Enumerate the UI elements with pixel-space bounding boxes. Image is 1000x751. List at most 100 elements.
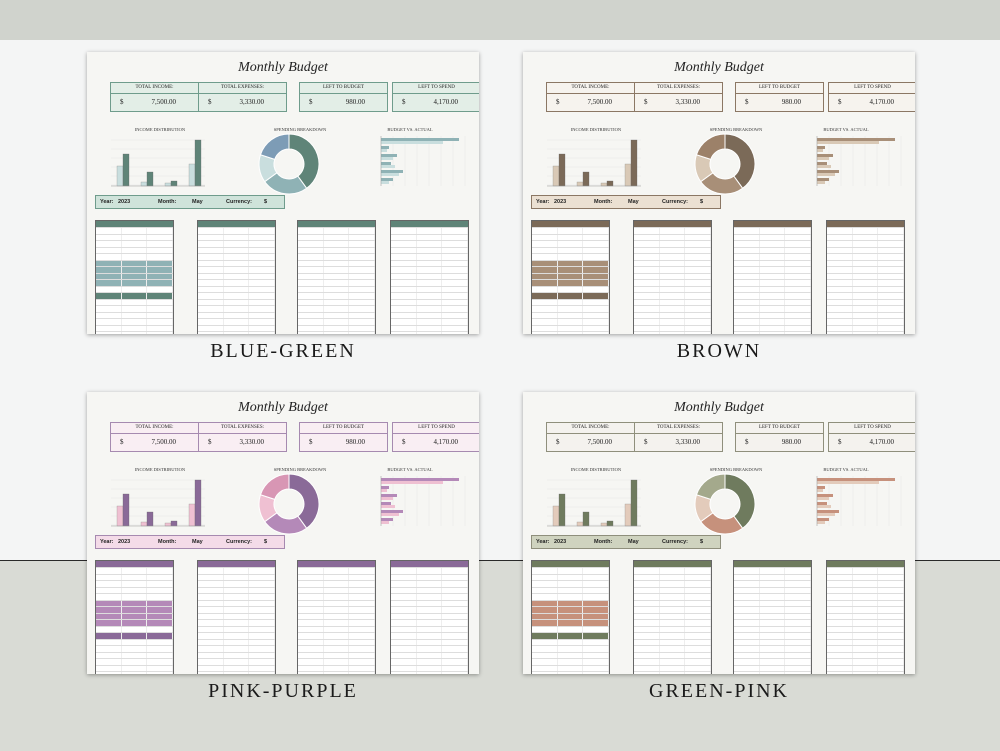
table-row	[827, 332, 905, 334]
income-bar-actual	[630, 479, 638, 527]
kpi-value-row: $4,170.00	[393, 94, 479, 111]
table-row	[734, 581, 812, 588]
table-row	[391, 299, 469, 306]
table-row	[298, 280, 376, 287]
table-row	[734, 646, 812, 653]
bva-bar-budget	[817, 162, 827, 165]
section-title-budget_actual: BUDGET VS. ACTUAL	[387, 127, 433, 132]
table-row	[634, 332, 712, 334]
table-row	[96, 620, 174, 627]
table-row	[734, 626, 812, 633]
kpi-value: 4,170.00	[869, 438, 895, 446]
table-row	[827, 280, 905, 287]
income-bar-budget	[140, 181, 148, 187]
table-row	[198, 659, 276, 666]
bva-bar-actual	[817, 513, 835, 516]
income-bar-budget	[164, 182, 172, 187]
table-row	[391, 613, 469, 620]
table-row	[198, 652, 276, 659]
template-preview-green-pink: Monthly Budget TOTAL INCOME: $7,500.00 TOTA…	[523, 392, 915, 674]
category-table	[826, 560, 905, 674]
section-title-budget_actual: BUDGET VS. ACTUAL	[823, 467, 869, 472]
table-row	[298, 234, 376, 241]
table-row	[391, 600, 469, 607]
table-row	[634, 260, 712, 267]
kpi-value-row: $7,500.00	[111, 434, 198, 451]
table-row	[298, 293, 376, 300]
table-row	[391, 234, 469, 241]
table-row	[634, 312, 712, 319]
table-row	[298, 587, 376, 594]
table-row	[96, 672, 174, 674]
table-row	[532, 672, 610, 674]
table-row	[198, 620, 276, 627]
category-table	[531, 220, 610, 334]
bva-bar-actual	[817, 497, 829, 500]
bva-bar-actual	[817, 521, 825, 524]
income-bar-budget	[624, 163, 632, 187]
table-row	[734, 665, 812, 672]
table-header	[96, 221, 173, 228]
donut-slice	[259, 473, 290, 500]
income-bar-budget	[624, 503, 632, 527]
month-value: May	[628, 539, 639, 545]
income-bar-actual	[606, 520, 614, 527]
income-bar-budget	[552, 505, 560, 527]
spending-donut	[258, 473, 320, 535]
donut-slice	[288, 473, 320, 529]
currency-value: $	[264, 539, 268, 545]
table-row	[734, 587, 812, 594]
table-row	[532, 247, 610, 254]
table-row	[96, 607, 174, 614]
category-table	[733, 560, 812, 674]
table-row	[198, 581, 276, 588]
bva-bar-actual	[381, 173, 399, 176]
table-row	[734, 234, 812, 241]
table-row	[198, 234, 276, 241]
budget-vs-actual-chart	[380, 136, 466, 186]
table-row	[827, 267, 905, 274]
table-row	[96, 260, 174, 267]
bva-bar-actual	[381, 149, 387, 152]
table-row	[532, 228, 610, 235]
donut-slice	[724, 473, 756, 529]
sheet-title: Monthly Budget	[238, 60, 328, 75]
category-table	[733, 220, 812, 334]
category-table	[95, 220, 174, 334]
table-row	[532, 652, 610, 659]
table-row	[634, 286, 712, 293]
table-row	[634, 247, 712, 254]
kpi-box: TOTAL EXPENSES: $3,330.00	[634, 82, 723, 112]
table-row	[532, 626, 610, 633]
kpi-value-row: $3,330.00	[199, 94, 286, 111]
table-row	[634, 600, 712, 607]
kpi-value-row: $3,330.00	[199, 434, 286, 451]
currency-value: $	[700, 539, 704, 545]
section-title-spending: SPENDING BREAKDOWN	[709, 127, 763, 132]
bva-bar-budget	[381, 478, 459, 481]
month-value: May	[628, 199, 639, 205]
table-row	[634, 659, 712, 666]
year-value: 2023	[554, 539, 567, 545]
table-row	[391, 646, 469, 653]
currency-symbol: $	[120, 98, 124, 106]
income-chart	[547, 139, 641, 187]
income-bar-budget	[188, 503, 196, 527]
currency-symbol: $	[745, 98, 749, 106]
bva-bar-budget	[381, 146, 389, 149]
table-row	[298, 594, 376, 601]
template-preview-blue-green: Monthly Budget TOTAL INCOME: $7,500.00 TOTA…	[87, 52, 479, 334]
table-row	[734, 633, 812, 640]
table-row	[734, 299, 812, 306]
table-row	[198, 267, 276, 274]
section-title-income: INCOME DISTRIBUTION	[570, 467, 622, 472]
category-table	[826, 220, 905, 334]
table-row	[96, 293, 174, 300]
kpi-box: LEFT TO SPEND $4,170.00	[828, 82, 915, 112]
sheet-title: Monthly Budget	[674, 400, 764, 415]
income-bar-actual	[194, 139, 202, 187]
income-bar-actual	[558, 493, 566, 527]
currency-symbol: $	[556, 98, 560, 106]
table-row	[532, 587, 610, 594]
table-row	[532, 260, 610, 267]
